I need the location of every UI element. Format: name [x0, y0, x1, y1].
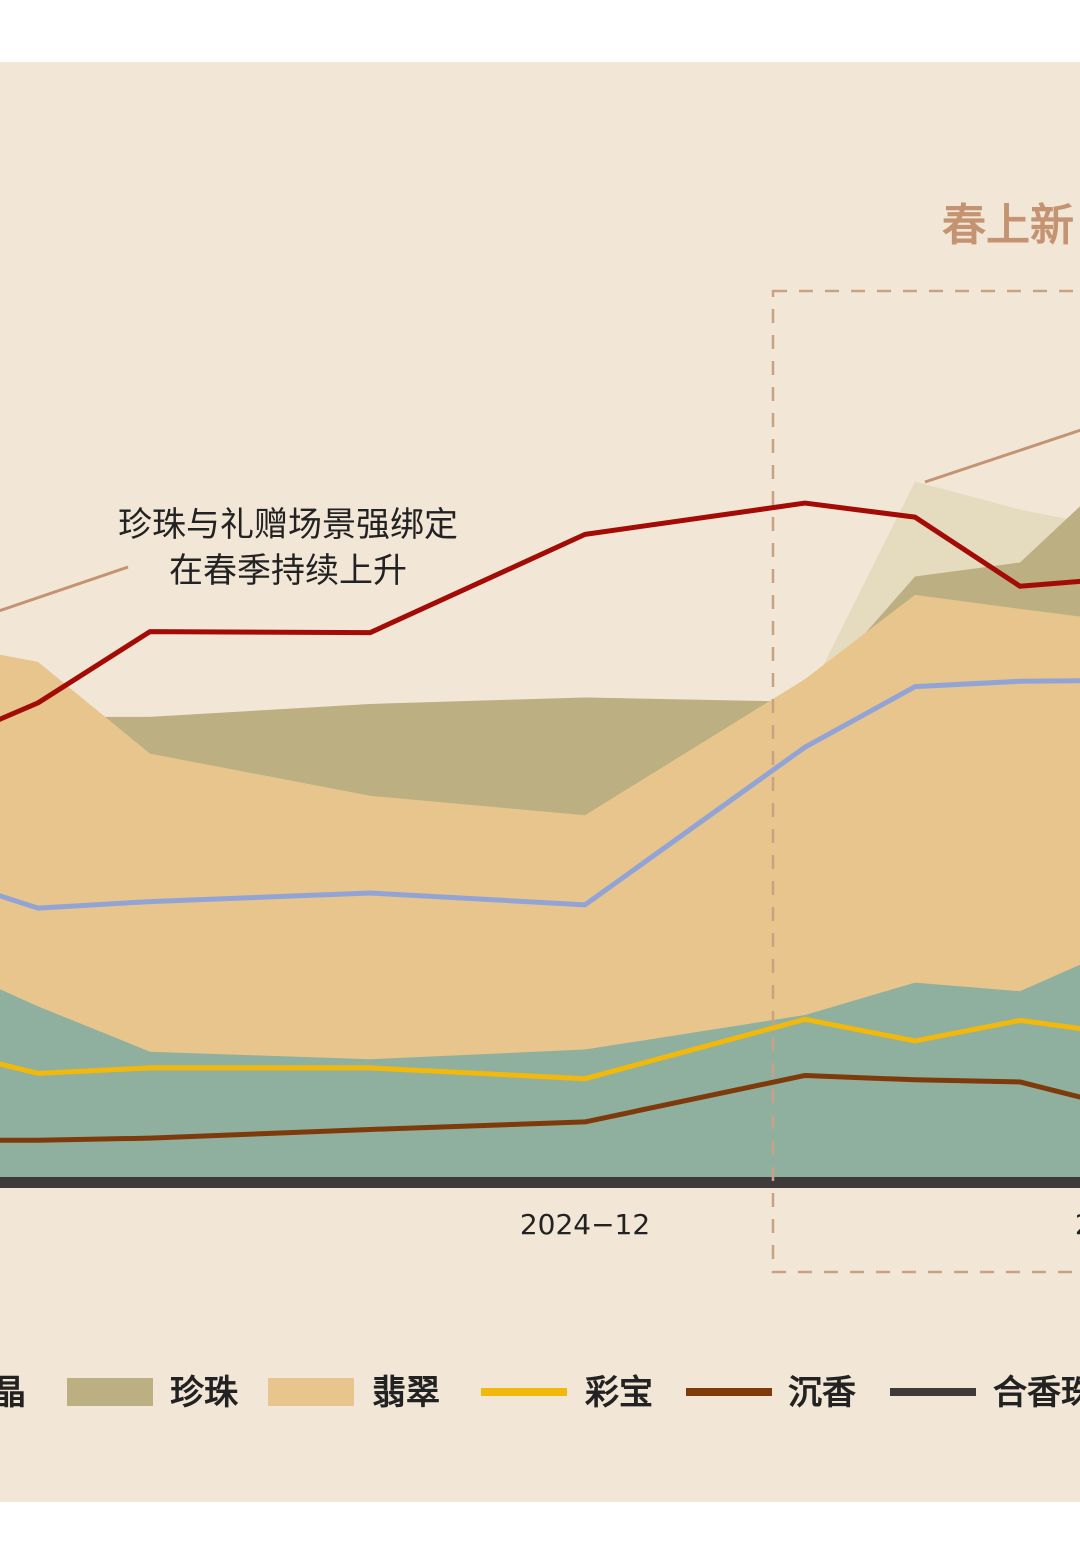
line-红线 — [0, 500, 1080, 722]
legend-swatch-沉香 — [686, 1388, 772, 1396]
annotation-leader-pearl — [0, 565, 129, 613]
legend-swatch-珍珠 — [67, 1378, 153, 1406]
series-lines — [0, 500, 1080, 1143]
legend-label-水晶: 水晶 — [0, 1373, 26, 1413]
line-彩宝 — [0, 1016, 1080, 1082]
stacked-areas — [0, 481, 1080, 1177]
legend-label-沉香: 沉香 — [788, 1373, 856, 1413]
legend-swatch-彩宝 — [481, 1388, 567, 1396]
legend: 水晶 珍珠 翡翠 彩宝 沉香 合香珠 — [0, 1373, 1080, 1413]
x-axis-baseline — [0, 1177, 1080, 1188]
legend-label-翡翠: 翡翠 — [372, 1373, 440, 1413]
annotation-spring-title: 春上新 — [942, 200, 1074, 251]
spring-highlight-box — [771, 289, 1080, 1274]
legend-label-彩宝: 彩宝 — [585, 1373, 653, 1413]
line-蓝线 — [0, 678, 1080, 911]
annotation-pearl-line1: 珍珠与礼赠场景强绑定 — [118, 505, 458, 545]
annotation-pearl-line2: 在春季持续上升 — [169, 551, 407, 591]
x-tick-label: 2024−12 — [520, 1208, 650, 1241]
x-axis: 2024−12 2025−04 — [0, 1177, 1080, 1241]
legend-label-珍珠: 珍珠 — [170, 1373, 239, 1413]
legend-swatch-翡翠 — [268, 1378, 354, 1406]
legend-swatch-合香珠 — [890, 1388, 976, 1396]
legend-label-合香珠: 合香珠 — [993, 1373, 1080, 1413]
x-tick-label: 2025−04 — [1075, 1208, 1080, 1241]
annotation-leader-spring — [924, 428, 1080, 484]
line-沉香 — [0, 1072, 1080, 1143]
